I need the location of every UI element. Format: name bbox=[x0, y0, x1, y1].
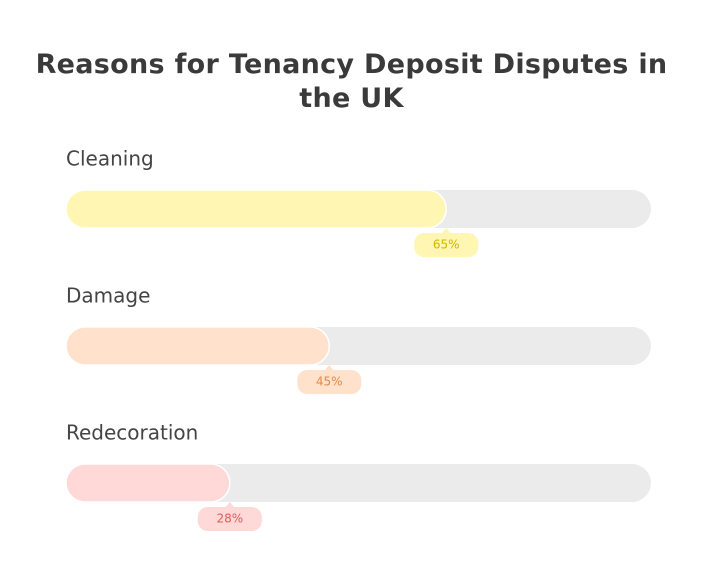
bar bbox=[65, 189, 447, 229]
badge-pointer bbox=[441, 228, 452, 234]
badge bbox=[297, 370, 362, 394]
value-label: 65% bbox=[433, 238, 460, 252]
category-label: Damage bbox=[66, 284, 150, 308]
category-label: Cleaning bbox=[66, 147, 154, 171]
value-label: 28% bbox=[216, 512, 243, 526]
category-label: Redecoration bbox=[66, 421, 198, 445]
bar bbox=[65, 326, 330, 366]
badge bbox=[414, 233, 479, 257]
value-label: 45% bbox=[316, 375, 343, 389]
bar bbox=[65, 463, 231, 503]
badge-pointer bbox=[224, 502, 235, 508]
badge-pointer bbox=[324, 365, 335, 371]
chart-title: Reasons for Tenancy Deposit Disputes in … bbox=[35, 49, 668, 114]
badge bbox=[197, 507, 262, 531]
